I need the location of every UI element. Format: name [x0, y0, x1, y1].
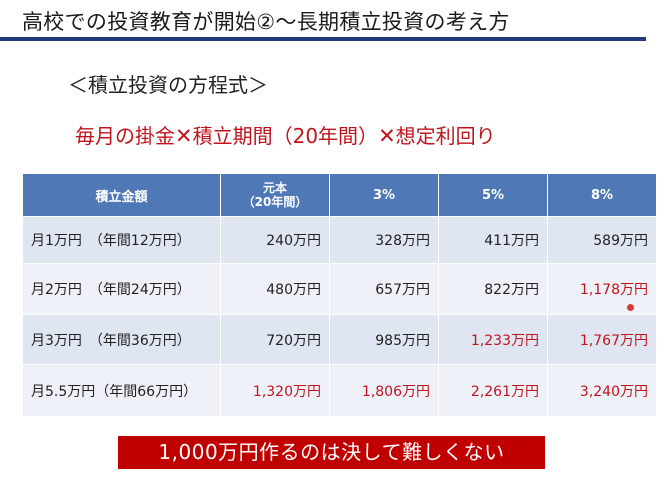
savings-table: 積立金額 元本 （20年間） 3% 5% 8% 月1万円 （年間12万円） 240…: [22, 173, 657, 417]
header-principal-line2: （20年間）: [242, 195, 308, 209]
formula-yield: 想定利回り: [395, 124, 496, 148]
cell-rate-8: 3,240万円: [547, 364, 657, 417]
header-principal: 元本 （20年間）: [220, 173, 330, 217]
multiply-icon: ✕: [175, 124, 193, 148]
cell-principal: 1,320万円: [220, 364, 330, 417]
cell-principal: 240万円: [220, 216, 330, 264]
cell-rate-5: 411万円: [438, 216, 548, 264]
header-principal-line1: 元本: [262, 181, 287, 195]
row-label: 月1万円 （年間12万円）: [22, 216, 221, 264]
row-label: 月2万円 （年間24万円）: [22, 263, 221, 315]
cell-principal: 480万円: [220, 263, 330, 315]
table-row: 月5.5万円（年間66万円） 1,320万円 1,806万円 2,261万円 3…: [22, 364, 657, 417]
header-rate-5: 5%: [438, 173, 548, 217]
cell-rate-3: 328万円: [329, 216, 439, 264]
table-row: 月1万円 （年間12万円） 240万円 328万円 411万円 589万円: [22, 216, 657, 264]
header-rate-8: 8%: [547, 173, 657, 217]
header-amount: 積立金額: [22, 173, 221, 217]
table-row: 月2万円 （年間24万円） 480万円 657万円 822万円 1,178万円: [22, 263, 657, 315]
cell-rate-8: 589万円: [547, 216, 657, 264]
formula-monthly: 毎月の掛金: [75, 124, 175, 148]
row-label: 月5.5万円（年間66万円）: [22, 364, 221, 417]
cell-rate-8: 1,178万円: [547, 263, 657, 315]
cell-rate-8: 1,767万円: [547, 314, 657, 365]
multiply-icon: ✕: [378, 124, 396, 148]
cell-principal: 720万円: [220, 314, 330, 365]
laser-pointer-icon: [627, 304, 634, 311]
formula-period: 積立期間（20年間）: [192, 124, 379, 148]
formula-text: 毎月の掛金✕積立期間（20年間）✕想定利回り: [75, 120, 496, 149]
row-label: 月3万円 （年間36万円）: [22, 314, 221, 365]
cell-rate-3: 1,806万円: [329, 364, 439, 417]
cell-rate-5: 2,261万円: [438, 364, 548, 417]
table-header-row: 積立金額 元本 （20年間） 3% 5% 8%: [22, 173, 657, 217]
header-rate-3: 3%: [329, 173, 439, 217]
cell-rate-5: 822万円: [438, 263, 548, 315]
conclusion-banner: 1,000万円作るのは決して難しくない: [118, 436, 545, 469]
cell-rate-5: 1,233万円: [438, 314, 548, 365]
table-row: 月3万円 （年間36万円） 720万円 985万円 1,233万円 1,767万…: [22, 314, 657, 365]
cell-rate-3: 985万円: [329, 314, 439, 365]
cell-rate-3: 657万円: [329, 263, 439, 315]
slide-title: 高校での投資教育が開始②～長期積立投資の考え方: [22, 10, 510, 34]
title-underline: [0, 37, 646, 41]
section-subtitle: ＜積立投資の方程式＞: [68, 73, 268, 97]
